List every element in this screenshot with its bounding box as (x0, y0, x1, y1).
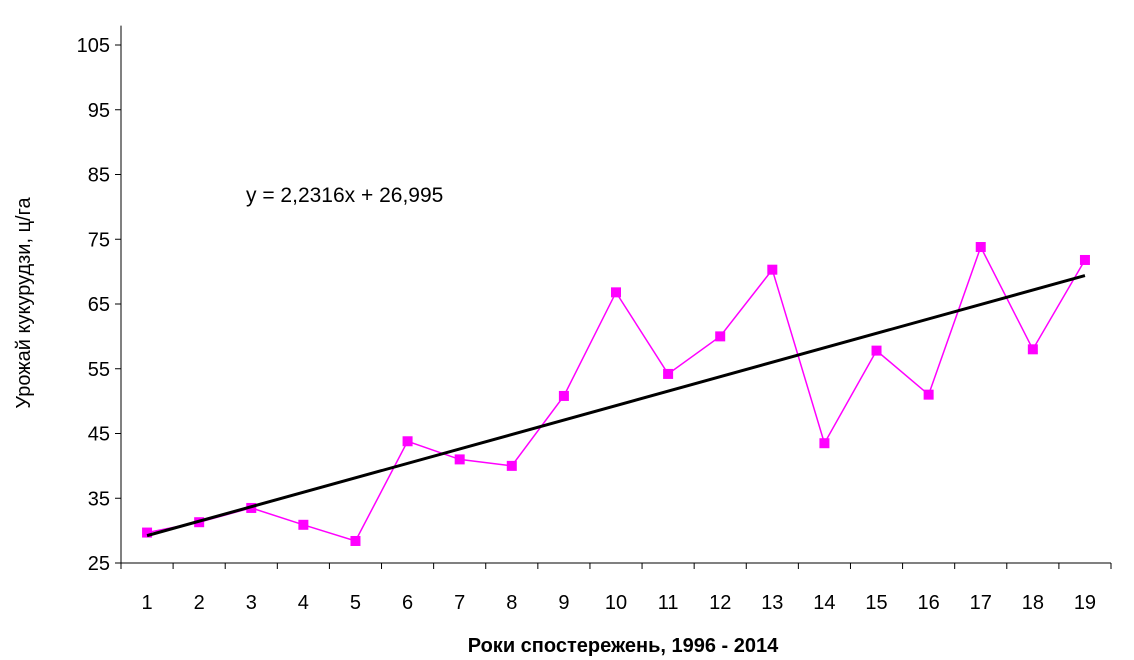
x-tick-label: 12 (709, 592, 731, 614)
data-point (871, 345, 882, 356)
data-point (1027, 344, 1038, 355)
x-tick-label: 13 (761, 592, 783, 614)
x-tick-label: 1 (141, 592, 152, 614)
data-point (663, 368, 674, 379)
y-tick-label: 105 (77, 35, 110, 57)
y-tick-label: 45 (88, 424, 110, 446)
x-tick-label: 10 (605, 592, 627, 614)
x-tick-label: 19 (1074, 592, 1096, 614)
x-tick-label: 18 (1022, 592, 1044, 614)
x-tick-label: 11 (658, 592, 679, 614)
data-point (558, 390, 569, 401)
y-tick-label: 75 (88, 229, 110, 251)
data-point (715, 331, 726, 342)
y-tick-label: 65 (88, 294, 110, 316)
x-tick-label: 17 (970, 592, 992, 614)
data-point (975, 242, 986, 253)
x-tick-label: 4 (298, 592, 309, 614)
x-tick-label: 7 (454, 592, 465, 614)
data-point (350, 535, 361, 546)
data-point (611, 287, 621, 298)
y-tick-label: 95 (88, 100, 110, 122)
trendline-layer (146, 274, 1086, 538)
data-point (454, 454, 465, 465)
x-tick-label: 9 (558, 592, 569, 614)
x-tick-label: 8 (506, 592, 517, 614)
data-point (142, 527, 153, 538)
x-tick-label: 5 (350, 592, 361, 614)
data-point (819, 438, 830, 449)
x-tick-labels: 1 2 3 4 5 6 7 8 9 10 11 12 13 14 15 16 17 18 19 (141, 592, 1096, 614)
y-axis-title: Урожай кукурудзи, ц/га (13, 197, 35, 409)
y-tick-label: 25 (88, 553, 110, 575)
y-tick-label: 35 (88, 488, 110, 510)
trendline (146, 274, 1086, 538)
series-layer (142, 242, 1090, 546)
data-point (402, 436, 413, 447)
y-tick-labels: 25 35 45 55 65 75 85 95 105 (77, 35, 110, 575)
x-axis-title: Роки спостережень, 1996 - 2014 (468, 635, 779, 657)
trendline-equation: y = 2,2316x + 26,995 (246, 184, 443, 207)
data-point (767, 264, 778, 275)
x-tick-label: 6 (402, 592, 413, 614)
axes (115, 25, 1112, 569)
x-tick-label: 14 (813, 592, 835, 614)
data-point (506, 460, 517, 471)
y-tick-label: 55 (88, 359, 110, 381)
x-tick-label: 3 (246, 592, 257, 614)
data-point (923, 389, 934, 400)
data-point (298, 519, 309, 530)
x-tick-label: 15 (865, 592, 887, 614)
data-point (1079, 254, 1090, 265)
y-tick-label: 85 (88, 165, 110, 187)
x-tick-label: 2 (194, 592, 205, 614)
x-tick-label: 16 (918, 592, 940, 614)
